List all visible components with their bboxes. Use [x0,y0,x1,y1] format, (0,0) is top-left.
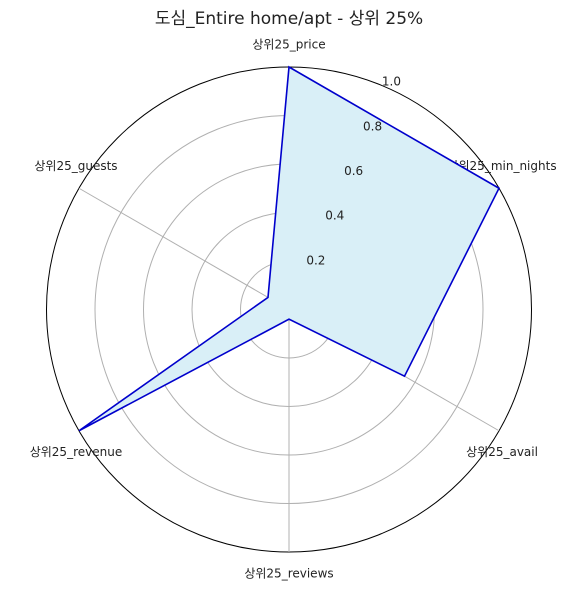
axis-label: 상위25_avail [466,445,538,459]
r-tick-label: 1.0 [382,75,401,89]
chart-title: 도심_Entire home/apt - 상위 25% [155,9,423,29]
radar-area [78,65,501,432]
axis-label: 상위25_price [252,38,325,52]
axis-label: 상위25_guests [34,159,117,173]
r-tick-label: 0.2 [306,253,325,267]
r-tick-label: 0.6 [344,164,363,178]
r-tick-label: 0.8 [363,119,382,133]
axis-label: 상위25_reviews [244,567,333,581]
axis-label: 상위25_min_nights [447,159,556,173]
spoke [78,187,290,310]
axis-label: 상위25_revenue [30,445,122,459]
r-tick-label: 0.4 [325,209,344,223]
